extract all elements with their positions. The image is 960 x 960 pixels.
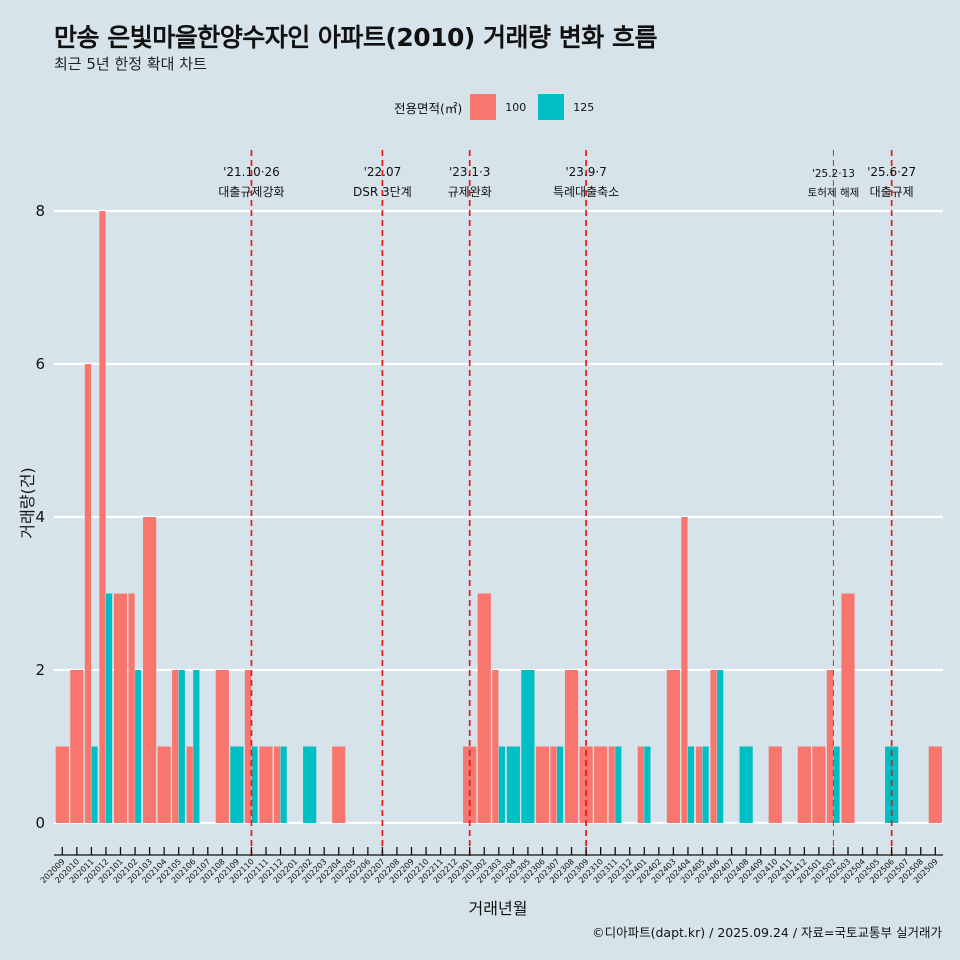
bar-125-202110 [251, 746, 258, 823]
bar-125-202307 [557, 746, 564, 823]
bar-100-202503 [841, 593, 855, 823]
bar-100-202311 [608, 746, 615, 823]
legend-swatch-125 [538, 94, 565, 120]
bar-100-202404 [681, 517, 688, 823]
event-label: 규제완화 [448, 185, 492, 199]
bar-100-202406 [710, 670, 717, 823]
bar-100-202403 [666, 670, 680, 823]
bar-125-202304 [506, 746, 520, 823]
bar-125-202502 [833, 746, 840, 823]
event-date: '22.07 [364, 165, 402, 179]
event-label: 대출규제강화 [218, 185, 284, 199]
bar-100-202112 [273, 746, 281, 823]
bars [55, 211, 942, 823]
bar-125-202401 [644, 746, 651, 823]
bar-100-202108 [215, 670, 229, 823]
bar-100-202110 [244, 670, 252, 823]
bar-100-202106 [186, 746, 193, 823]
bar-100-202010 [70, 670, 84, 823]
bar-100-202103 [143, 517, 157, 823]
bar-125-202408 [739, 746, 753, 823]
bar-100-202401 [637, 746, 644, 823]
y-tick-label: 2 [35, 661, 45, 679]
legend-title: 전용면적(㎡) [394, 100, 463, 116]
bar-125-202404 [687, 746, 695, 823]
bar-125-202311 [615, 746, 622, 823]
x-axis-title: 거래년월 [469, 899, 528, 918]
y-axis: 0 2 4 6 8 [35, 202, 45, 832]
bar-125-202105 [178, 670, 185, 823]
bar-100-202104 [157, 746, 171, 823]
bar-125-202109 [230, 746, 244, 823]
y-axis-title: 거래량(건) [18, 467, 37, 538]
event-date: '21.10·26 [223, 165, 280, 179]
bar-100-202405 [695, 746, 703, 823]
bar-100-202101 [113, 593, 128, 823]
bar-125-202305 [521, 670, 535, 823]
bar-125-202012 [105, 593, 113, 823]
event-lines: '21.10·26 대출규제강화 '22.07 DSR 3단계 '23.1·3 규제완화 '… [218, 150, 916, 856]
bar-100-202502 [826, 670, 834, 823]
caption: ©디아파트(dapt.kr) / 2025.09.24 / 자료=국토교통부 실… [592, 925, 942, 940]
bar-100-202012 [99, 211, 106, 823]
bar-100-202011 [84, 364, 91, 823]
bar-100-202307 [550, 746, 557, 823]
bar-125-202112 [280, 746, 287, 823]
bar-100-202310 [594, 746, 608, 823]
bar-100-202009 [55, 746, 69, 823]
y-tick-label: 6 [35, 355, 45, 373]
bar-125-202202 [303, 746, 317, 823]
bar-100-202204 [332, 746, 346, 823]
bar-125-202405 [702, 746, 709, 823]
event-label: 토허제 해제 [808, 186, 860, 199]
y-tick-label: 8 [35, 202, 45, 220]
bar-100-202509 [928, 746, 942, 823]
y-tick-label: 4 [35, 508, 45, 526]
bar-100-202303 [492, 670, 499, 823]
bar-125-202106 [193, 670, 200, 823]
gridlines [54, 209, 943, 825]
chart-subtitle: 최근 5년 한정 확대 차트 [54, 55, 207, 73]
event-date: '23.1·3 [449, 165, 490, 179]
event-date: '23.9·7 [565, 165, 606, 179]
bar-100-202302 [477, 593, 491, 823]
legend-label-100: 100 [505, 100, 527, 114]
event-date: '25.2·13 [812, 168, 855, 180]
bar-125-202102 [135, 670, 142, 823]
bar-100-202308 [564, 670, 579, 823]
legend: 전용면적(㎡) 100 125 [394, 94, 606, 120]
bar-100-202501 [812, 746, 826, 823]
bar-100-202111 [259, 746, 273, 823]
bar-100-202105 [172, 670, 179, 823]
event-label: 대출규제 [870, 185, 914, 199]
x-axis: 2020092020102020112020122021012021022021… [39, 847, 943, 885]
bar-125-202303 [498, 746, 505, 823]
y-tick-label: 0 [35, 814, 45, 832]
event-label: DSR 3단계 [353, 185, 412, 199]
bar-100-202306 [535, 746, 550, 823]
chart-title: 만송 은빛마을한양수자인 아파트(2010) 거래량 변화 흐름 [54, 23, 657, 52]
bar-125-202011 [91, 746, 98, 823]
legend-swatch-100 [470, 94, 497, 120]
bar-100-202412 [797, 746, 811, 823]
bar-125-202406 [717, 670, 724, 823]
event-label: 특례대출축소 [553, 185, 619, 199]
bar-100-202410 [768, 746, 782, 823]
event-date: '25.6·27 [867, 165, 916, 179]
legend-label-125: 125 [573, 100, 595, 114]
bar-100-202102 [128, 593, 135, 823]
